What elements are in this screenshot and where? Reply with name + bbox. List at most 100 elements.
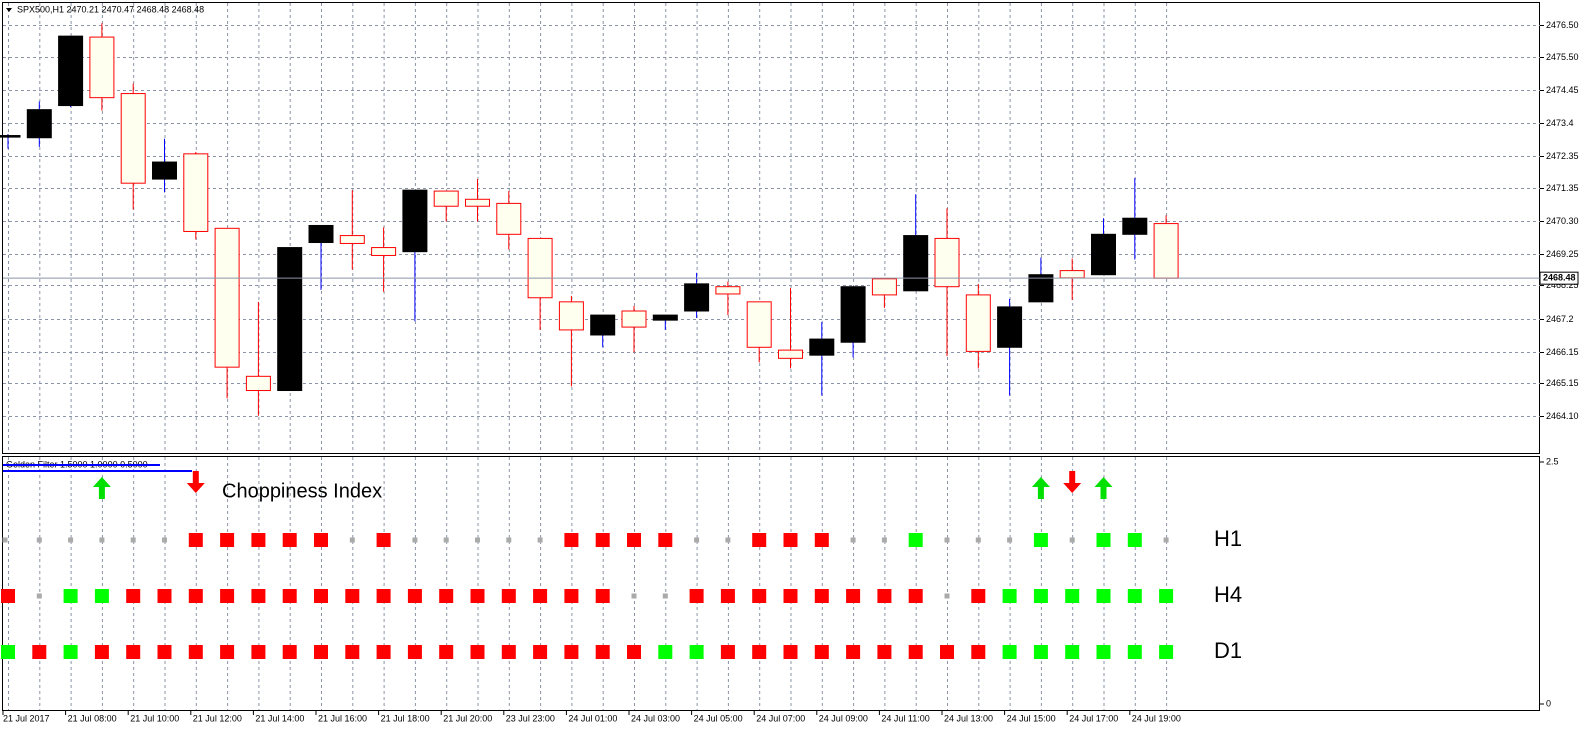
candle-body — [465, 198, 490, 207]
signal-arrow — [1063, 471, 1082, 493]
candle-body — [26, 109, 52, 139]
state-dot — [850, 537, 856, 543]
state-dot — [1002, 589, 1017, 603]
state-dot — [1, 589, 15, 603]
state-dot — [501, 589, 516, 603]
state-dot — [439, 645, 454, 659]
y-tick-label: 2473.4 — [1546, 118, 1574, 128]
state-dot — [439, 589, 454, 603]
state-dot — [533, 589, 548, 603]
state-dot — [443, 537, 449, 543]
state-dot — [345, 589, 360, 603]
candle-body — [433, 190, 459, 207]
state-dot — [501, 645, 516, 659]
y-tick-label: 2470.30 — [1546, 216, 1579, 226]
state-dot — [689, 589, 704, 603]
candle-body — [58, 35, 84, 107]
x-tick-label: 24 Jul 11:00 — [881, 713, 929, 723]
x-tick-label: 24 Jul 03:00 — [631, 713, 680, 723]
state-dot — [1002, 645, 1017, 659]
state-dot — [1033, 645, 1048, 659]
y-tick-label: 2464.10 — [1546, 411, 1579, 421]
y-tick-label: 2474.45 — [1546, 85, 1579, 95]
state-dot — [908, 589, 923, 603]
row-label: H1 — [1214, 526, 1242, 551]
candle-body — [339, 235, 365, 244]
state-dot — [162, 537, 167, 543]
state-dot — [846, 645, 861, 659]
state-dot — [975, 537, 981, 543]
state-dot — [662, 593, 668, 599]
state-dot — [1007, 537, 1013, 543]
y-tick-label: 2465.15 — [1546, 378, 1579, 388]
candle-body — [590, 314, 616, 336]
state-dot — [506, 537, 512, 543]
candle-body — [840, 286, 866, 343]
state-dot — [1, 645, 15, 659]
y-tick-label: 2.5 — [1546, 456, 1559, 466]
y-tick-label: 2476.50 — [1546, 20, 1579, 30]
state-dot — [940, 645, 954, 659]
signal-arrow — [92, 477, 111, 499]
state-dot — [627, 645, 641, 659]
state-dot — [658, 645, 673, 659]
state-dot — [881, 537, 887, 543]
candle-body — [558, 301, 584, 331]
state-dot — [752, 533, 767, 547]
chart-title: SPX500,H1 2470.21 2470.47 2468.48 2468.4… — [17, 4, 204, 14]
state-dot — [63, 645, 78, 659]
state-dot — [282, 645, 297, 659]
candle-body — [778, 349, 803, 359]
candle-body — [496, 202, 522, 235]
state-dot — [564, 645, 579, 659]
state-dot — [470, 645, 485, 659]
candle-body — [997, 306, 1023, 348]
state-dot — [814, 645, 829, 659]
main-frame — [2, 2, 1540, 454]
state-dot — [251, 589, 266, 603]
state-dot — [1069, 537, 1075, 543]
state-dot — [376, 645, 391, 659]
candle-body — [903, 235, 929, 292]
x-tick-label: 21 Jul 16:00 — [318, 713, 367, 723]
row-label: D1 — [1214, 638, 1242, 663]
state-dot — [376, 533, 391, 547]
sub-frame — [2, 456, 1540, 711]
y-tick-label: 2469.25 — [1546, 249, 1579, 259]
signal-arrow — [186, 471, 205, 493]
state-dot — [220, 589, 235, 603]
state-dot — [1065, 589, 1080, 603]
state-dot — [814, 589, 829, 603]
candle-body — [715, 286, 741, 295]
state-dot — [68, 537, 74, 543]
state-dot — [944, 593, 950, 599]
state-dot — [251, 533, 266, 547]
state-dot — [1096, 589, 1111, 603]
y-tick-label: 0 — [1546, 698, 1551, 708]
x-tick-label: 24 Jul 07:00 — [756, 713, 805, 723]
state-dot — [971, 645, 986, 659]
state-dot — [130, 537, 136, 543]
x-tick-label: 24 Jul 09:00 — [819, 713, 868, 723]
x-tick-label: 24 Jul 15:00 — [1007, 713, 1056, 723]
candle-body — [371, 247, 397, 256]
state-dot — [126, 645, 141, 659]
state-dot — [595, 533, 610, 547]
state-dot — [783, 533, 798, 547]
state-dot — [251, 645, 266, 659]
state-dot — [32, 645, 47, 659]
state-dot — [720, 589, 735, 603]
state-dot — [1096, 533, 1111, 547]
state-dot — [1096, 645, 1111, 659]
candle-body — [245, 375, 271, 392]
candle-body — [1091, 233, 1116, 276]
signal-arrow — [1031, 477, 1050, 499]
state-dot — [314, 589, 328, 603]
y-tick-label: 2472.35 — [1546, 151, 1579, 161]
x-tick-label: 21 Jul 20:00 — [443, 713, 492, 723]
state-dot — [314, 645, 328, 659]
x-tick-label: 21 Jul 2017 — [3, 713, 50, 723]
candle-body — [277, 247, 303, 392]
state-dot — [407, 645, 422, 659]
